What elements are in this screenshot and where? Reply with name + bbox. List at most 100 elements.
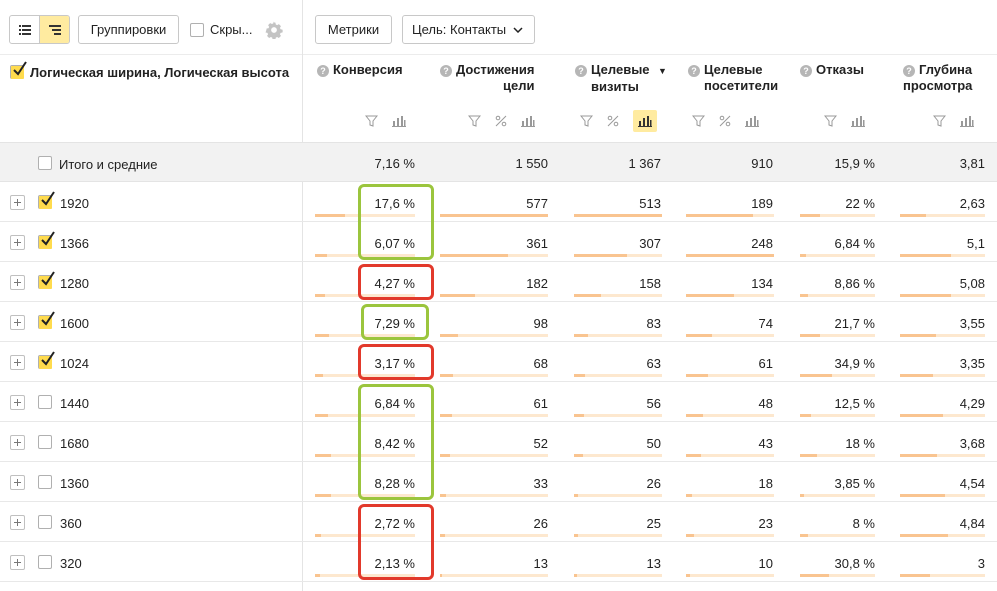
column-controls-2 (580, 110, 657, 132)
metric-bar (686, 374, 774, 377)
metric-bar-fill (900, 414, 943, 417)
table-row[interactable]: 1024 3,17 % 68 63 61 34,9 % 3,35 (0, 342, 997, 382)
expand-plus-icon[interactable] (10, 315, 25, 330)
help-icon[interactable]: ? (688, 65, 700, 77)
row-cell: 6,84 % (374, 396, 415, 411)
row-checkbox[interactable] (38, 191, 55, 209)
expand-plus-icon[interactable] (10, 195, 25, 210)
expand-plus-icon[interactable] (10, 355, 25, 370)
expand-plus-icon[interactable] (10, 395, 25, 410)
column-header-3[interactable]: ? Целевые посетители (688, 62, 778, 94)
metric-bar-fill (574, 214, 662, 217)
column-header-5[interactable]: ? Глубина просмотра (903, 62, 972, 94)
help-icon[interactable]: ? (903, 65, 915, 77)
expand-plus-icon[interactable] (10, 515, 25, 530)
column-header-title: Целевые (704, 62, 763, 77)
chevron-down-icon (513, 26, 523, 33)
row-checkbox[interactable] (38, 271, 55, 289)
row-cell: 577 (526, 196, 548, 211)
metric-bar (440, 294, 548, 297)
row-cell: 12,5 % (834, 396, 875, 411)
metric-bar (900, 454, 985, 457)
filter-icon[interactable] (692, 115, 705, 127)
dimension-header-checkbox[interactable] (10, 61, 27, 79)
metric-bar-fill (800, 534, 808, 537)
table-row[interactable]: 1920 17,6 % 577 513 189 22 % 2,63 (0, 182, 997, 222)
metric-bar-fill (574, 574, 577, 577)
help-icon[interactable]: ? (317, 65, 329, 77)
bar-chart-icon[interactable] (851, 115, 865, 127)
filter-icon[interactable] (824, 115, 837, 127)
totals-checkbox[interactable] (38, 156, 52, 170)
metrics-button[interactable]: Метрики (315, 15, 392, 44)
metric-bar (900, 494, 985, 497)
row-checkbox[interactable] (38, 555, 52, 569)
bar-chart-icon[interactable] (745, 115, 759, 127)
table-row[interactable]: 1366 6,07 % 361 307 248 6,84 % 5,1 (0, 222, 997, 262)
bar-chart-icon[interactable] (633, 110, 657, 132)
metric-bar-fill (900, 574, 930, 577)
expand-plus-icon[interactable] (10, 275, 25, 290)
metric-bar-fill (800, 414, 811, 417)
table-row[interactable]: 1440 6,84 % 61 56 48 12,5 % 4,29 (0, 382, 997, 422)
metric-bar (315, 414, 415, 417)
expand-plus-icon[interactable] (10, 475, 25, 490)
help-icon[interactable]: ? (575, 65, 587, 77)
row-checkbox[interactable] (38, 475, 52, 489)
metric-bar-fill (686, 214, 753, 217)
column-controls-5 (933, 110, 974, 132)
table-row[interactable]: 1680 8,42 % 52 50 43 18 % 3,68 (0, 422, 997, 462)
metric-bar-fill (900, 534, 948, 537)
row-cell: 2,63 (959, 196, 985, 211)
dimension-header[interactable]: Логическая ширина, Логическая высота (10, 61, 290, 81)
bar-chart-icon[interactable] (960, 115, 974, 127)
metric-bar (686, 334, 774, 337)
hide-toggle[interactable]: Скры... (190, 22, 253, 37)
row-checkbox[interactable] (38, 231, 55, 249)
percent-icon[interactable] (719, 115, 731, 127)
expand-plus-icon[interactable] (10, 435, 25, 450)
metric-bar-fill (440, 374, 453, 377)
filter-icon[interactable] (580, 115, 593, 127)
row-checkbox[interactable] (38, 515, 52, 529)
row-cell: 307 (639, 236, 661, 251)
tree-view-button[interactable] (39, 16, 69, 43)
gear-icon[interactable] (265, 21, 283, 39)
highlight-box-red (358, 264, 434, 300)
groupings-button[interactable]: Группировки (78, 15, 179, 44)
help-icon[interactable]: ? (440, 65, 452, 77)
percent-icon[interactable] (495, 115, 507, 127)
row-checkbox[interactable] (38, 311, 55, 329)
row-cell: 4,27 % (374, 276, 415, 291)
column-header-4[interactable]: ? Отказы (800, 62, 864, 78)
filter-icon[interactable] (365, 115, 378, 127)
column-header-0[interactable]: ? Конверсия (317, 62, 403, 78)
column-header-1[interactable]: ? Достижения цели (440, 62, 534, 94)
bar-chart-icon[interactable] (392, 115, 406, 127)
filter-icon[interactable] (468, 115, 481, 127)
row-checkbox[interactable] (38, 435, 52, 449)
table-row[interactable]: 320 2,13 % 13 13 10 30,8 % 3 (0, 542, 997, 582)
metric-bar-fill (315, 254, 327, 257)
help-icon[interactable]: ? (800, 65, 812, 77)
expand-plus-icon[interactable] (10, 555, 25, 570)
filter-icon[interactable] (933, 115, 946, 127)
column-header-subtitle: посетители (704, 78, 779, 93)
row-checkbox[interactable] (38, 395, 52, 409)
table-row[interactable]: 1280 4,27 % 182 158 134 8,86 % 5,08 (0, 262, 997, 302)
column-header-2[interactable]: ? Целевые ▼ визиты (575, 62, 667, 95)
row-checkbox[interactable] (38, 351, 55, 369)
goal-select[interactable]: Цель: Контакты (402, 15, 535, 44)
toolbar: Группировки Скры... Метрики Цель: Контак… (0, 0, 997, 56)
bar-chart-icon[interactable] (521, 115, 535, 127)
column-controls-1 (468, 110, 535, 132)
row-cell: 43 (758, 436, 773, 451)
table-row[interactable]: 1360 8,28 % 33 26 18 3,85 % 4,54 (0, 462, 997, 502)
percent-icon[interactable] (607, 115, 619, 127)
expand-plus-icon[interactable] (10, 235, 25, 250)
table-row[interactable]: 1600 7,29 % 98 83 74 21,7 % 3,55 (0, 302, 997, 342)
table-row[interactable]: 360 2,72 % 26 25 23 8 % 4,84 (0, 502, 997, 542)
hide-checkbox[interactable] (190, 22, 204, 37)
list-view-button[interactable] (10, 16, 39, 43)
row-cell: 2,13 % (374, 556, 415, 571)
